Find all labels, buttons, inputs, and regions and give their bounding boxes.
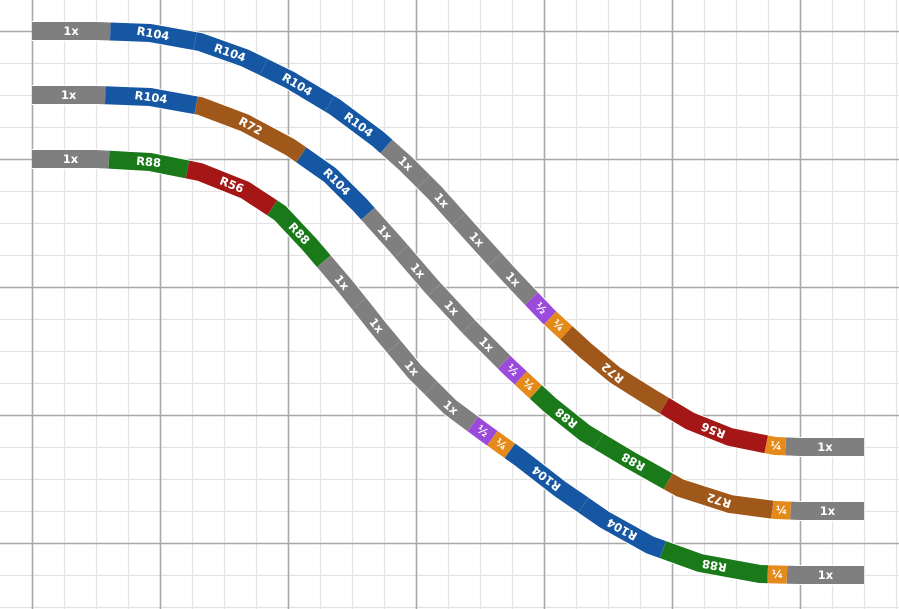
segment-label: 1x xyxy=(61,88,77,102)
straight-segment xyxy=(427,283,476,333)
straight-segment xyxy=(488,253,539,305)
straight-segment xyxy=(317,255,367,310)
segment-label: 1x xyxy=(63,152,79,166)
half-segment xyxy=(467,416,498,446)
quarter-segment xyxy=(487,430,516,459)
segment-label: 1x xyxy=(817,440,833,454)
curve-segment-r104 xyxy=(578,497,666,559)
segment-label: R88 xyxy=(701,556,728,574)
straight-segment xyxy=(352,298,402,353)
segment-label: ¼ xyxy=(776,504,788,517)
segment-label: 1x xyxy=(63,24,79,38)
straight-segment xyxy=(417,175,466,226)
straight-segment xyxy=(462,320,511,369)
quarter-segment xyxy=(767,565,788,584)
straight-segment xyxy=(32,150,110,169)
straight-segment xyxy=(387,341,438,395)
half-segment xyxy=(524,292,557,325)
curve-segment-r56 xyxy=(185,160,278,216)
quarter-segment xyxy=(514,371,543,399)
straight-segment xyxy=(380,139,431,189)
segment-label: ¼ xyxy=(770,439,783,453)
straight-segment xyxy=(361,207,409,258)
straight-segment xyxy=(394,245,441,296)
curve-segment-r72 xyxy=(663,473,774,519)
quarter-segment xyxy=(764,435,787,456)
curve-segment-r88 xyxy=(108,150,190,179)
segment-label: 1x xyxy=(820,504,836,518)
curve-segment-r72 xyxy=(194,96,307,163)
curve-segment-r56 xyxy=(659,397,769,454)
curve-segment-r72 xyxy=(560,326,669,414)
curve-segment-r88 xyxy=(659,541,769,584)
segment-label: ¼ xyxy=(772,568,784,581)
straight-segment xyxy=(424,381,479,432)
segment-label: R104 xyxy=(136,24,171,44)
curve-segment-r104 xyxy=(296,147,375,220)
segment-label: 1x xyxy=(818,568,834,582)
curve-segment-r88 xyxy=(267,200,331,268)
curve-segment-r104 xyxy=(259,59,335,112)
straight-segment xyxy=(785,437,864,456)
curve-segment-r104 xyxy=(193,32,268,76)
curve-segment-r104 xyxy=(104,86,198,115)
straight-segment xyxy=(451,213,502,266)
segment-label: R104 xyxy=(134,88,168,106)
curve-segment-r88 xyxy=(529,385,604,450)
curve-segment-r104 xyxy=(325,96,393,154)
curve-segment-r104 xyxy=(504,443,589,513)
curve-segment-r88 xyxy=(594,433,673,490)
half-segment xyxy=(497,355,527,385)
quarter-segment xyxy=(544,311,573,340)
straight-segment xyxy=(32,22,111,41)
segment-label: R88 xyxy=(136,154,162,170)
quarter-segment xyxy=(771,500,792,520)
curve-segment-r104 xyxy=(109,22,197,50)
